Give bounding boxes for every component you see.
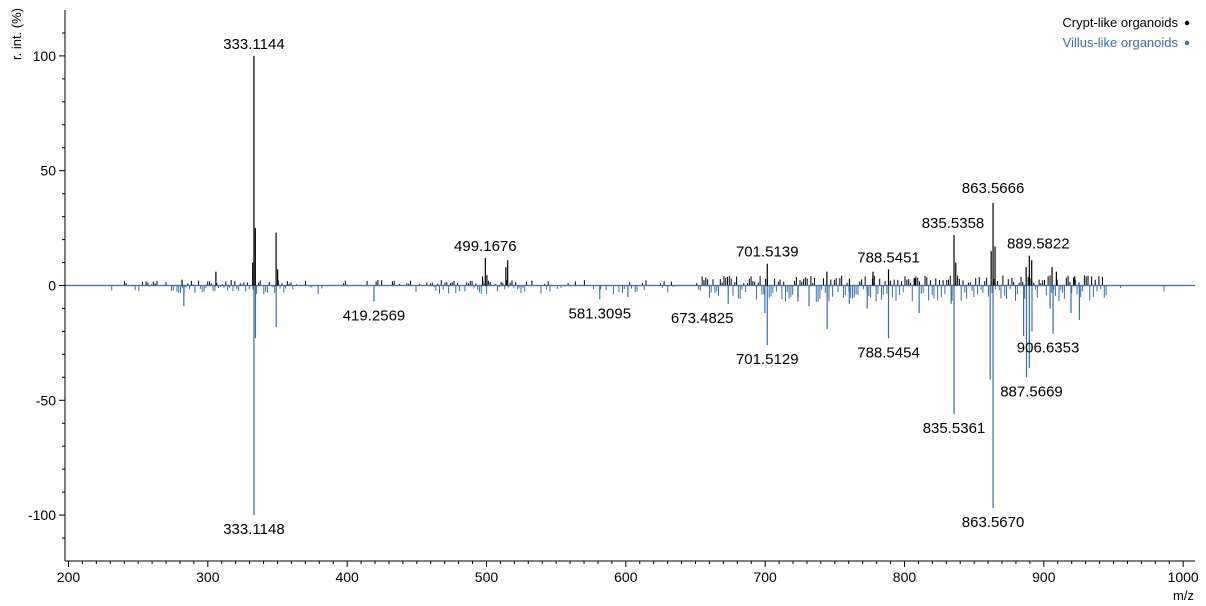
x-tick-label: 800 xyxy=(893,569,917,585)
y-tick-label: -50 xyxy=(36,392,56,408)
x-tick-label: 200 xyxy=(57,569,81,585)
x-tick-label: 900 xyxy=(1032,569,1056,585)
villus-peak-label: 333.1148 xyxy=(223,521,284,538)
legend: Crypt-like organoids Villus-like organoi… xyxy=(1062,15,1190,50)
y-tick-label: 50 xyxy=(40,163,56,179)
x-tick-label: 500 xyxy=(475,569,499,585)
legend-crypt-marker xyxy=(1184,20,1190,26)
villus-peak-label: 863.5670 xyxy=(962,514,1025,531)
x-tick-label: 300 xyxy=(196,569,220,585)
villus-peak-label: 835.5361 xyxy=(923,420,986,437)
crypt-peak-label: 863.5666 xyxy=(962,180,1025,197)
y-tick-label: -100 xyxy=(28,507,56,523)
villus-peak-label: 701.5129 xyxy=(736,351,799,368)
crypt-peak-label: 701.5139 xyxy=(736,244,799,261)
villus-peak-label: 419.2569 xyxy=(343,308,406,325)
crypt-peak-label: 889.5822 xyxy=(1007,236,1070,253)
y-tick-label: 0 xyxy=(48,278,56,294)
crypt-peak-label: 835.5358 xyxy=(922,215,985,232)
peaks-layer xyxy=(181,55,1080,516)
x-axis-label: m/z xyxy=(1173,588,1194,603)
y-axis-label: r. int. (%) xyxy=(9,8,24,60)
legend-villus-marker xyxy=(1184,40,1190,46)
peak-labels: 333.1144 499.1676 701.5139 788.5451835.5358… xyxy=(223,36,1079,538)
crypt-peak-label: 333.1144 xyxy=(223,36,284,53)
legend-villus-label: Villus-like organoids xyxy=(1063,35,1179,50)
villus-peak-label: 581.3095 xyxy=(568,305,631,322)
villus-peak-label: 673.4825 xyxy=(671,310,734,327)
x-tick-label: 700 xyxy=(753,569,777,585)
noise-layer xyxy=(111,275,1165,302)
villus-peak-label: 906.6353 xyxy=(1017,340,1080,357)
legend-crypt-label: Crypt-like organoids xyxy=(1062,15,1178,30)
crypt-peak-label: 499.1676 xyxy=(454,238,517,255)
villus-peak-label: 887.5669 xyxy=(1000,383,1063,400)
y-tick-label: 100 xyxy=(33,48,57,64)
crypt-peak-label: 788.5451 xyxy=(857,249,920,266)
x-tick-label: 1000 xyxy=(1168,569,1199,585)
x-tick-label: 400 xyxy=(335,569,359,585)
x-tick-label: 600 xyxy=(614,569,638,585)
villus-peak-label: 788.5454 xyxy=(857,344,920,361)
